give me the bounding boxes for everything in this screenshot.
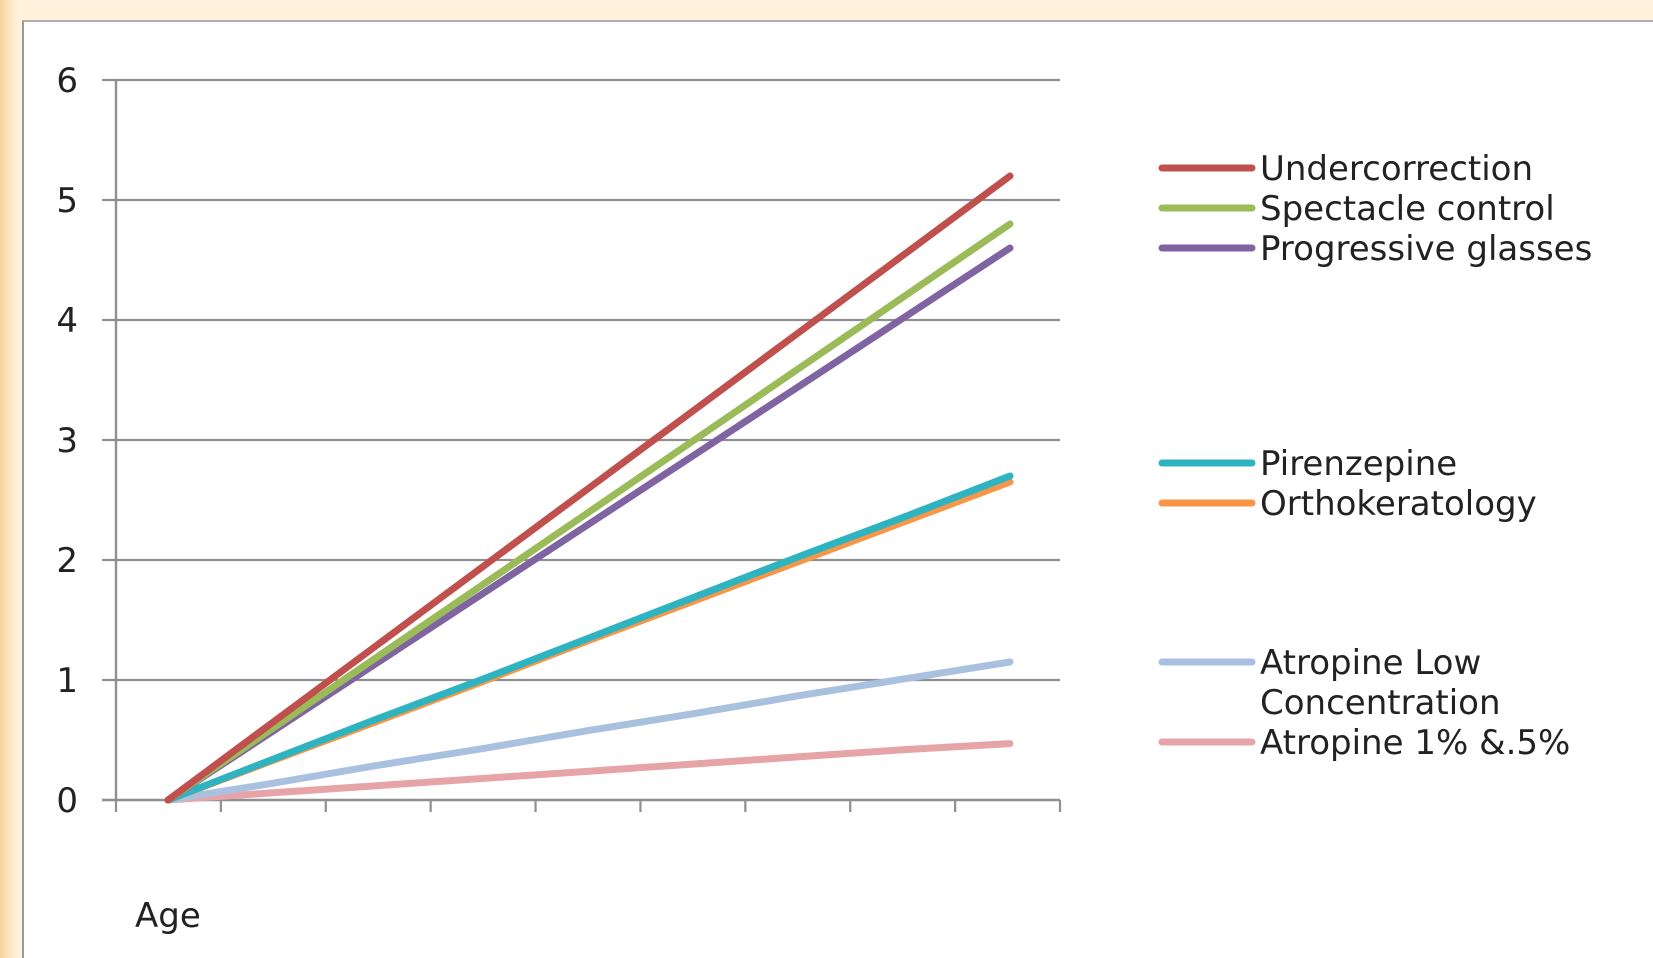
legend-label: Concentration [1260,683,1501,723]
legend-label: Progressive glasses [1260,229,1592,269]
series-line-spectacle-control [164,220,1014,804]
legend-label: Atropine 1% &.5% [1260,723,1570,763]
legend-label: Undercorrection [1260,149,1533,189]
y-tick-label: 0 [56,781,78,821]
y-tick-label: 2 [56,541,78,581]
x-axis-label: Age [135,896,201,936]
series-line-undercorrection [164,172,1014,804]
legend-label: Orthokeratology [1260,484,1537,524]
series-lines [164,172,1014,804]
y-tick-label: 6 [56,61,78,101]
y-tick-labels: 0 1 2 3 4 5 6 [56,61,78,821]
chart-panel [22,20,1653,958]
series-line-atropine-low-concentration [164,658,1014,804]
y-tick-label: 5 [56,181,78,221]
y-tick-label: 1 [56,661,78,701]
y-tick-label: 3 [56,421,78,461]
y-tick-label: 4 [56,301,78,341]
legend-label: Pirenzepine [1260,444,1457,484]
series-line-pirenzepine [164,472,1014,804]
series-line-atropine-1-5 [164,740,1014,804]
axes [102,80,1062,812]
gridlines [102,78,1060,802]
legend-label: Atropine Low [1260,643,1481,683]
legend-label: Spectacle control [1260,189,1555,229]
